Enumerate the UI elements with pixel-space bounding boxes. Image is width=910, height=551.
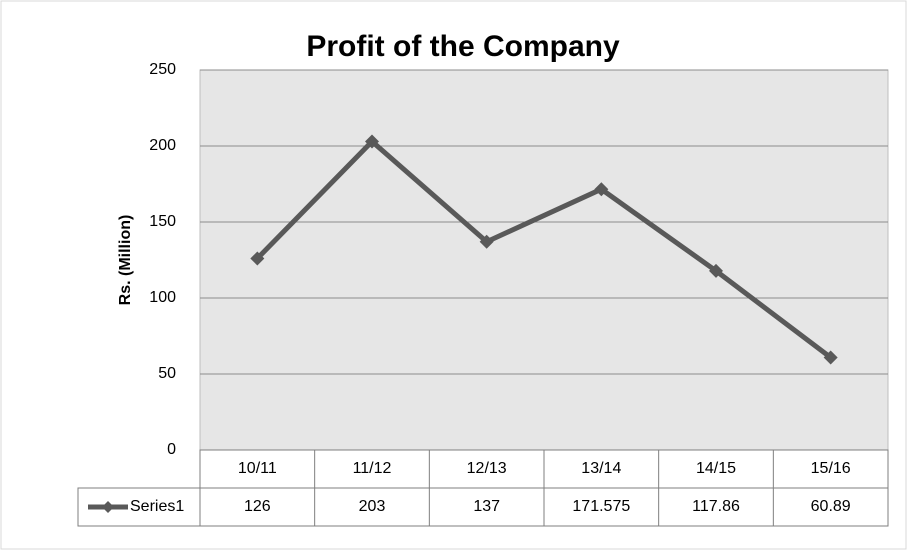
y-tick-label: 0 [167,441,176,458]
y-tick-label: 250 [149,61,176,78]
table-value: 203 [359,498,386,515]
legend-label: Series1 [130,498,184,515]
x-tick-label: 13/14 [581,460,621,477]
x-tick-label: 14/15 [696,460,736,477]
y-tick-label: 150 [149,213,176,230]
y-tick-label: 50 [158,365,176,382]
table-value: 137 [473,498,500,515]
series-line [255,138,833,360]
x-tick-label: 10/11 [238,460,277,477]
table-value: 60.89 [811,498,851,515]
data-point [365,134,379,149]
chart-title: Profit of the Company [306,30,620,63]
table-value: 117.86 [692,498,740,515]
data-point [823,350,838,365]
data-point [250,251,265,266]
x-tick-label: 12/13 [467,460,507,477]
legend-marker [102,501,114,513]
plot-area [199,69,889,451]
legend-cell [77,487,201,527]
table-value: 171.575 [572,498,630,515]
y-tick-label: 200 [149,137,176,154]
x-tick-label: 15/16 [811,460,851,477]
y-tick-label: 100 [149,289,176,306]
table-value: 126 [244,498,271,515]
y-axis-label: Rs. (Million) [117,215,134,306]
x-tick-label: 11/12 [353,460,392,477]
data-point [594,182,609,197]
data-point [709,263,723,278]
data-point [479,234,494,249]
